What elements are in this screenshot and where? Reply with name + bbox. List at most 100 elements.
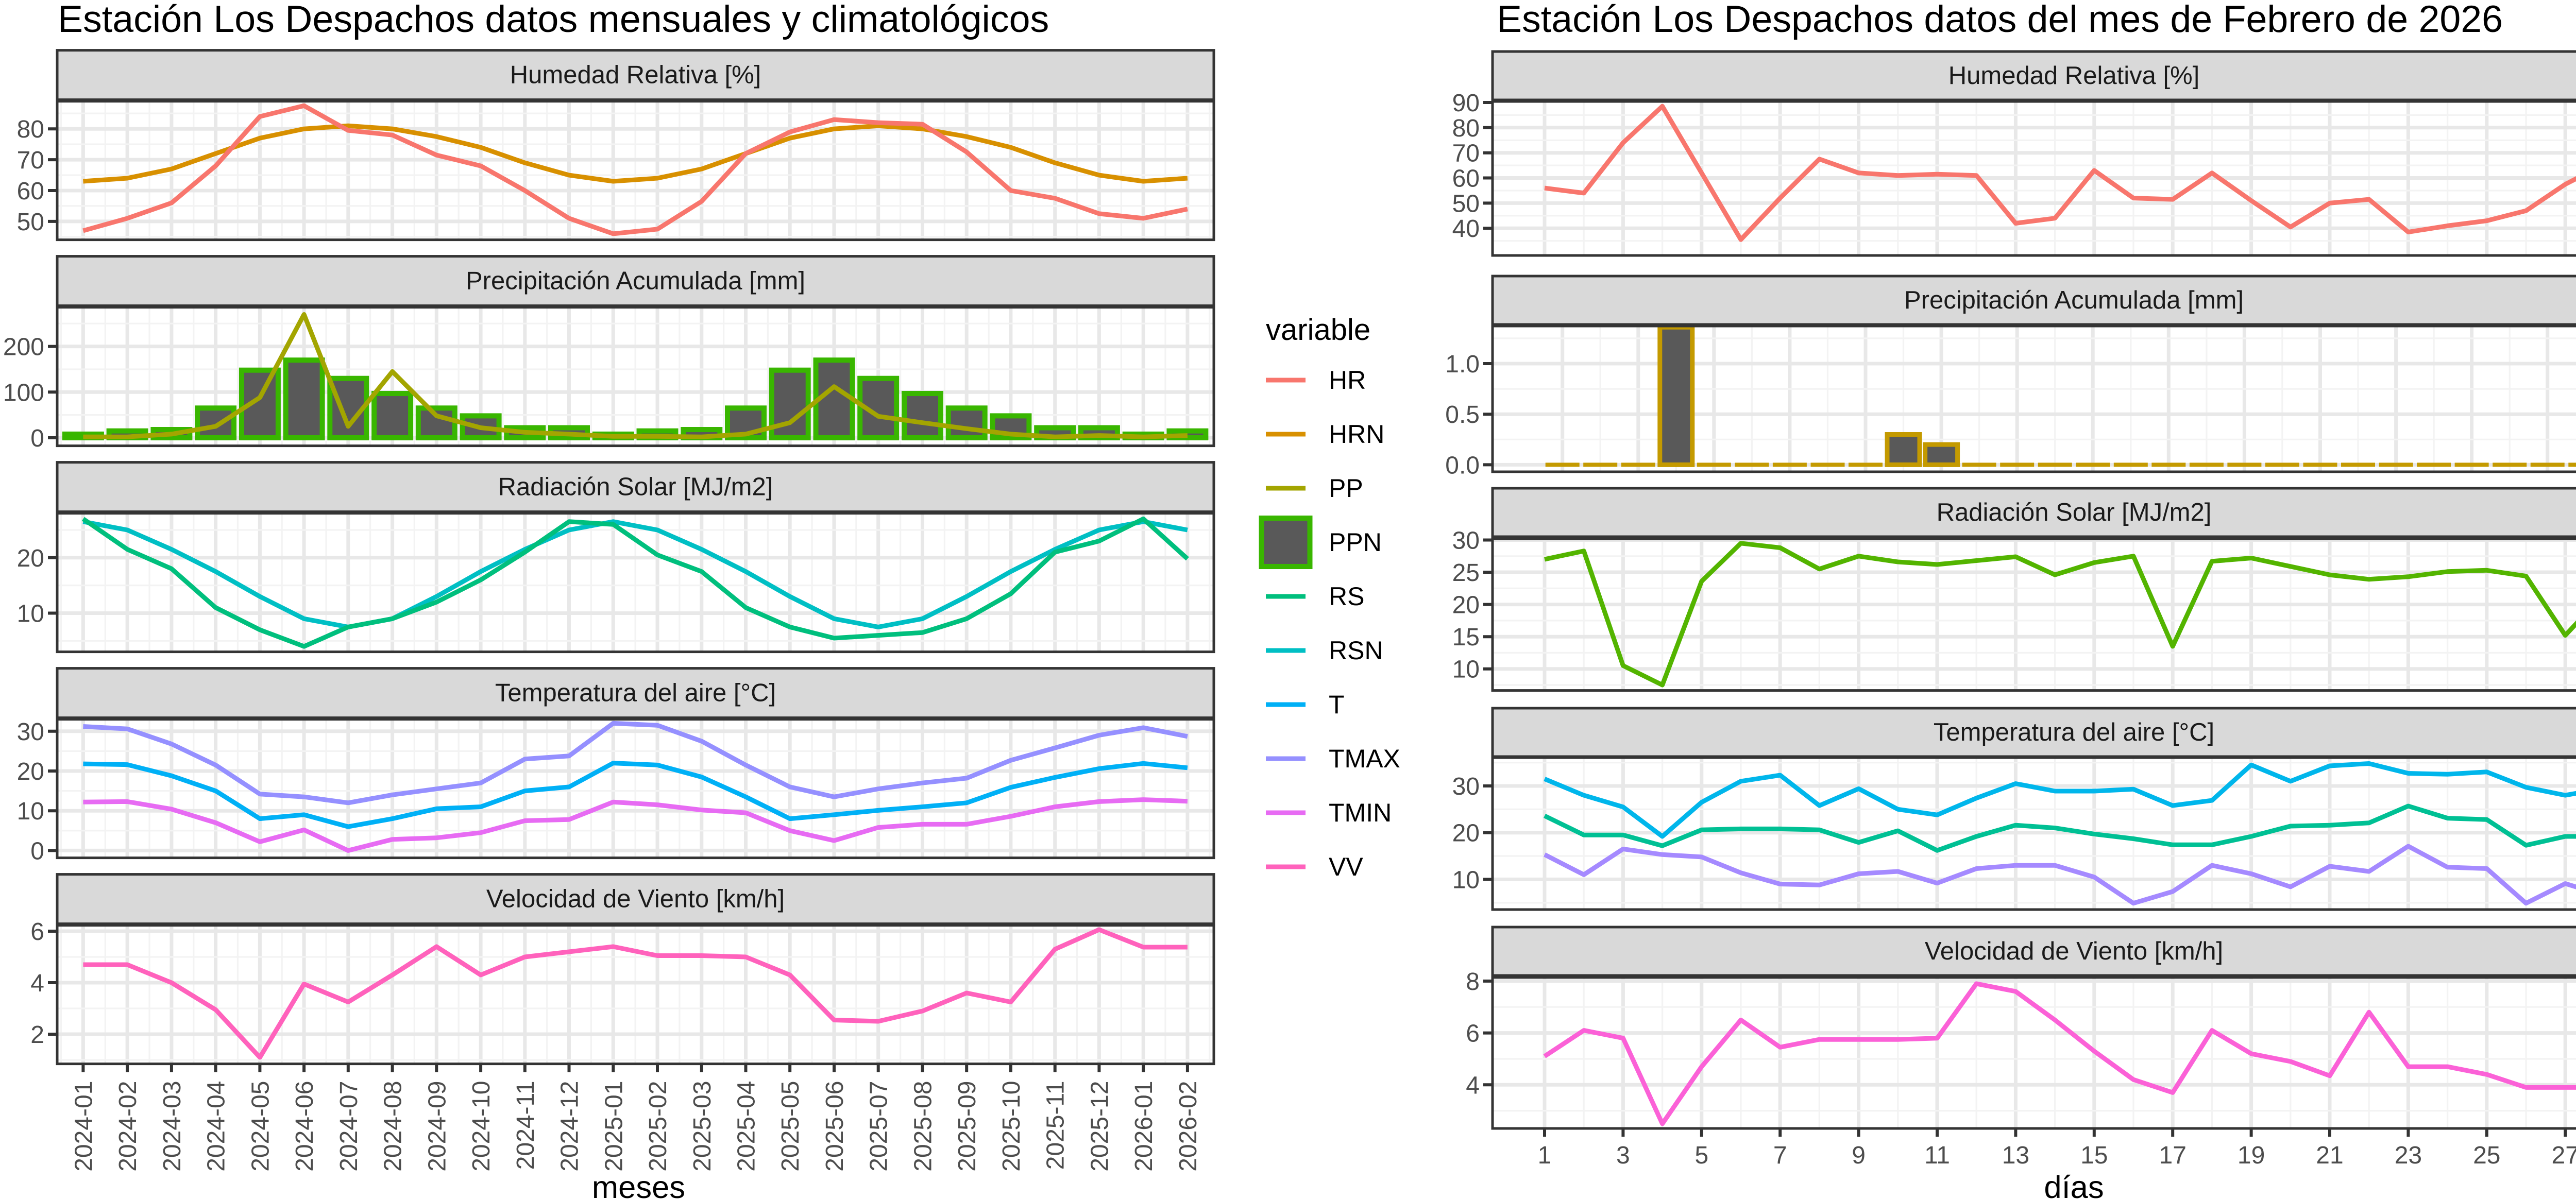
- svg-text:25: 25: [2473, 1142, 2500, 1169]
- svg-text:2025-09: 2025-09: [954, 1081, 981, 1172]
- svg-text:10: 10: [17, 798, 44, 825]
- svg-text:11: 11: [1924, 1142, 1950, 1169]
- svg-text:90: 90: [1452, 90, 1480, 117]
- svg-text:2024-06: 2024-06: [291, 1081, 318, 1172]
- svg-text:RSN: RSN: [1329, 636, 1383, 665]
- svg-text:2025-02: 2025-02: [645, 1081, 672, 1172]
- svg-text:4: 4: [30, 970, 44, 997]
- svg-text:TMAX: TMAX: [1329, 744, 1400, 773]
- svg-text:2025-06: 2025-06: [821, 1081, 849, 1172]
- svg-text:3: 3: [1616, 1142, 1630, 1169]
- svg-text:15: 15: [1452, 624, 1480, 651]
- svg-text:HRN: HRN: [1329, 420, 1384, 449]
- svg-text:8: 8: [1466, 968, 1480, 996]
- svg-text:Velocidad de Viento [km/h]: Velocidad de Viento [km/h]: [1925, 937, 2223, 965]
- svg-text:2: 2: [30, 1021, 44, 1049]
- svg-text:2024-09: 2024-09: [423, 1081, 451, 1172]
- svg-text:4: 4: [1466, 1072, 1480, 1099]
- svg-text:50: 50: [1452, 190, 1480, 217]
- svg-text:2024-07: 2024-07: [335, 1081, 363, 1172]
- svg-text:2024-03: 2024-03: [159, 1081, 186, 1172]
- svg-text:VV: VV: [1329, 852, 1363, 881]
- svg-text:Humedad Relativa [%]: Humedad Relativa [%]: [510, 61, 761, 89]
- svg-text:RS: RS: [1329, 582, 1364, 611]
- svg-text:20: 20: [1452, 820, 1480, 847]
- svg-text:Estación Los Despachos datos d: Estación Los Despachos datos del mes de …: [1497, 0, 2503, 40]
- svg-text:80: 80: [1452, 115, 1480, 142]
- svg-text:17: 17: [2159, 1142, 2187, 1169]
- svg-text:2026-02: 2026-02: [1175, 1081, 1202, 1172]
- svg-text:80: 80: [17, 116, 44, 143]
- svg-text:20: 20: [1452, 592, 1480, 619]
- svg-text:2024-04: 2024-04: [203, 1081, 230, 1172]
- svg-text:70: 70: [17, 147, 44, 174]
- svg-text:20: 20: [17, 758, 44, 785]
- svg-text:60: 60: [17, 178, 44, 205]
- svg-text:Velocidad de Viento [km/h]: Velocidad de Viento [km/h]: [486, 885, 785, 913]
- svg-text:2025-10: 2025-10: [998, 1081, 1025, 1172]
- svg-text:50: 50: [17, 209, 44, 236]
- svg-text:2025-07: 2025-07: [866, 1081, 893, 1172]
- svg-text:1: 1: [1538, 1142, 1552, 1169]
- svg-text:1.0: 1.0: [1445, 351, 1480, 378]
- svg-text:13: 13: [2002, 1142, 2029, 1169]
- svg-text:0: 0: [30, 837, 44, 865]
- svg-text:9: 9: [1852, 1142, 1866, 1169]
- svg-text:Humedad Relativa [%]: Humedad Relativa [%]: [1948, 62, 2200, 90]
- svg-text:2025-05: 2025-05: [777, 1081, 804, 1172]
- svg-text:20: 20: [17, 545, 44, 572]
- svg-text:2025-01: 2025-01: [600, 1081, 628, 1172]
- svg-text:10: 10: [17, 601, 44, 628]
- svg-text:2024-01: 2024-01: [70, 1081, 97, 1172]
- svg-text:40: 40: [1452, 215, 1480, 243]
- svg-text:2025-11: 2025-11: [1042, 1081, 1070, 1170]
- svg-text:6: 6: [1466, 1020, 1480, 1048]
- svg-text:100: 100: [3, 379, 44, 406]
- svg-text:2024-11: 2024-11: [512, 1081, 539, 1170]
- svg-text:Radiación Solar [MJ/m2]: Radiación Solar [MJ/m2]: [498, 473, 773, 501]
- svg-text:Estación Los Despachos datos m: Estación Los Despachos datos mensuales y…: [58, 0, 1049, 40]
- svg-text:2025-12: 2025-12: [1086, 1081, 1113, 1172]
- svg-text:7: 7: [1773, 1142, 1787, 1169]
- svg-text:TMIN: TMIN: [1329, 798, 1392, 827]
- svg-text:2024-08: 2024-08: [380, 1081, 407, 1172]
- svg-text:variable: variable: [1266, 313, 1370, 347]
- svg-text:2024-02: 2024-02: [114, 1081, 142, 1172]
- svg-text:30: 30: [1452, 527, 1480, 555]
- svg-text:6: 6: [30, 918, 44, 946]
- svg-text:27: 27: [2552, 1142, 2576, 1169]
- svg-text:PPN: PPN: [1329, 528, 1382, 557]
- svg-text:23: 23: [2395, 1142, 2422, 1169]
- svg-text:2025-04: 2025-04: [733, 1081, 760, 1172]
- svg-text:70: 70: [1452, 140, 1480, 167]
- svg-text:200: 200: [3, 334, 44, 361]
- svg-text:Radiación Solar [MJ/m2]: Radiación Solar [MJ/m2]: [1937, 499, 2212, 526]
- svg-text:2024-10: 2024-10: [468, 1081, 495, 1172]
- svg-text:2024-12: 2024-12: [556, 1081, 584, 1172]
- svg-text:21: 21: [2316, 1142, 2343, 1169]
- svg-text:25: 25: [1452, 559, 1480, 587]
- svg-text:HR: HR: [1329, 366, 1366, 395]
- svg-text:2025-03: 2025-03: [689, 1081, 716, 1172]
- svg-text:Temperatura del aire [°C]: Temperatura del aire [°C]: [1934, 718, 2214, 746]
- svg-text:T: T: [1329, 690, 1345, 719]
- svg-text:0: 0: [30, 425, 44, 452]
- svg-text:Precipitación Acumulada [mm]: Precipitación Acumulada [mm]: [466, 267, 805, 295]
- svg-text:0.0: 0.0: [1445, 452, 1480, 479]
- svg-text:2026-01: 2026-01: [1130, 1081, 1158, 1172]
- svg-text:5: 5: [1694, 1142, 1708, 1169]
- svg-text:meses: meses: [592, 1170, 685, 1199]
- svg-text:Temperatura del aire [°C]: Temperatura del aire [°C]: [495, 679, 776, 707]
- svg-text:días: días: [2044, 1170, 2104, 1199]
- svg-text:19: 19: [2238, 1142, 2265, 1169]
- svg-text:2025-08: 2025-08: [910, 1081, 937, 1172]
- svg-text:10: 10: [1452, 866, 1480, 894]
- svg-text:60: 60: [1452, 165, 1480, 193]
- svg-text:PP: PP: [1329, 474, 1363, 503]
- svg-text:10: 10: [1452, 656, 1480, 683]
- svg-text:0.5: 0.5: [1445, 401, 1480, 429]
- svg-text:15: 15: [2080, 1142, 2108, 1169]
- svg-text:30: 30: [17, 718, 44, 746]
- svg-text:30: 30: [1452, 773, 1480, 800]
- svg-text:Precipitación Acumulada [mm]: Precipitación Acumulada [mm]: [1904, 286, 2244, 314]
